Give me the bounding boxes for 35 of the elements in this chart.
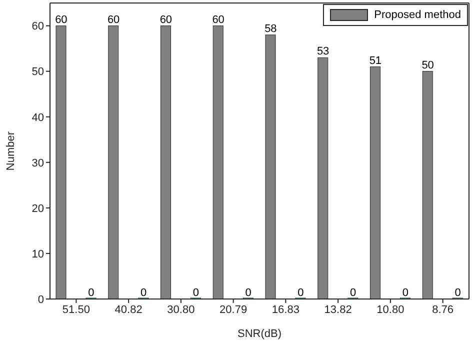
- x-tick-label: 30.80: [167, 304, 195, 316]
- x-tick-label: 40.82: [114, 304, 142, 316]
- legend-label: Proposed method: [374, 9, 461, 21]
- data-label: 50: [422, 59, 434, 72]
- data-label: 51: [369, 54, 382, 67]
- data-label: 0: [140, 287, 147, 299]
- data-label: 58: [264, 22, 277, 35]
- data-label: 0: [350, 287, 356, 299]
- legend-box: Proposed method: [323, 4, 468, 26]
- y-tick-label: 10: [32, 248, 44, 260]
- y-tick-label: 40: [32, 112, 44, 124]
- y-tick-label: 0: [38, 294, 44, 306]
- y-axis-title: Number: [4, 131, 17, 171]
- y-tick-label: 20: [32, 202, 44, 215]
- x-tick-label: 16.83: [272, 304, 300, 316]
- data-label: 0: [192, 287, 199, 299]
- data-label: 0: [245, 287, 252, 299]
- x-tick-label: 51.50: [62, 304, 90, 316]
- y-tick-label: 30: [32, 157, 44, 170]
- data-label: 60: [212, 14, 224, 26]
- data-label: 53: [316, 46, 330, 58]
- data-label: 60: [55, 14, 68, 26]
- x-axis-title: SNR(dB): [237, 328, 282, 340]
- x-tick-label: 20.79: [220, 304, 248, 316]
- data-label: 0: [402, 287, 408, 299]
- x-tick-label: 8.76: [432, 304, 454, 316]
- x-tick-label: 10.80: [376, 304, 404, 316]
- data-label: 0: [298, 287, 304, 299]
- data-label: 0: [454, 287, 461, 299]
- y-tick-label: 60: [32, 20, 44, 33]
- data-label: 60: [107, 14, 120, 26]
- data-label: 0: [88, 287, 94, 299]
- x-tick-label: 13.82: [324, 304, 352, 316]
- data-label: 60: [160, 14, 172, 26]
- y-tick-label: 50: [32, 66, 44, 78]
